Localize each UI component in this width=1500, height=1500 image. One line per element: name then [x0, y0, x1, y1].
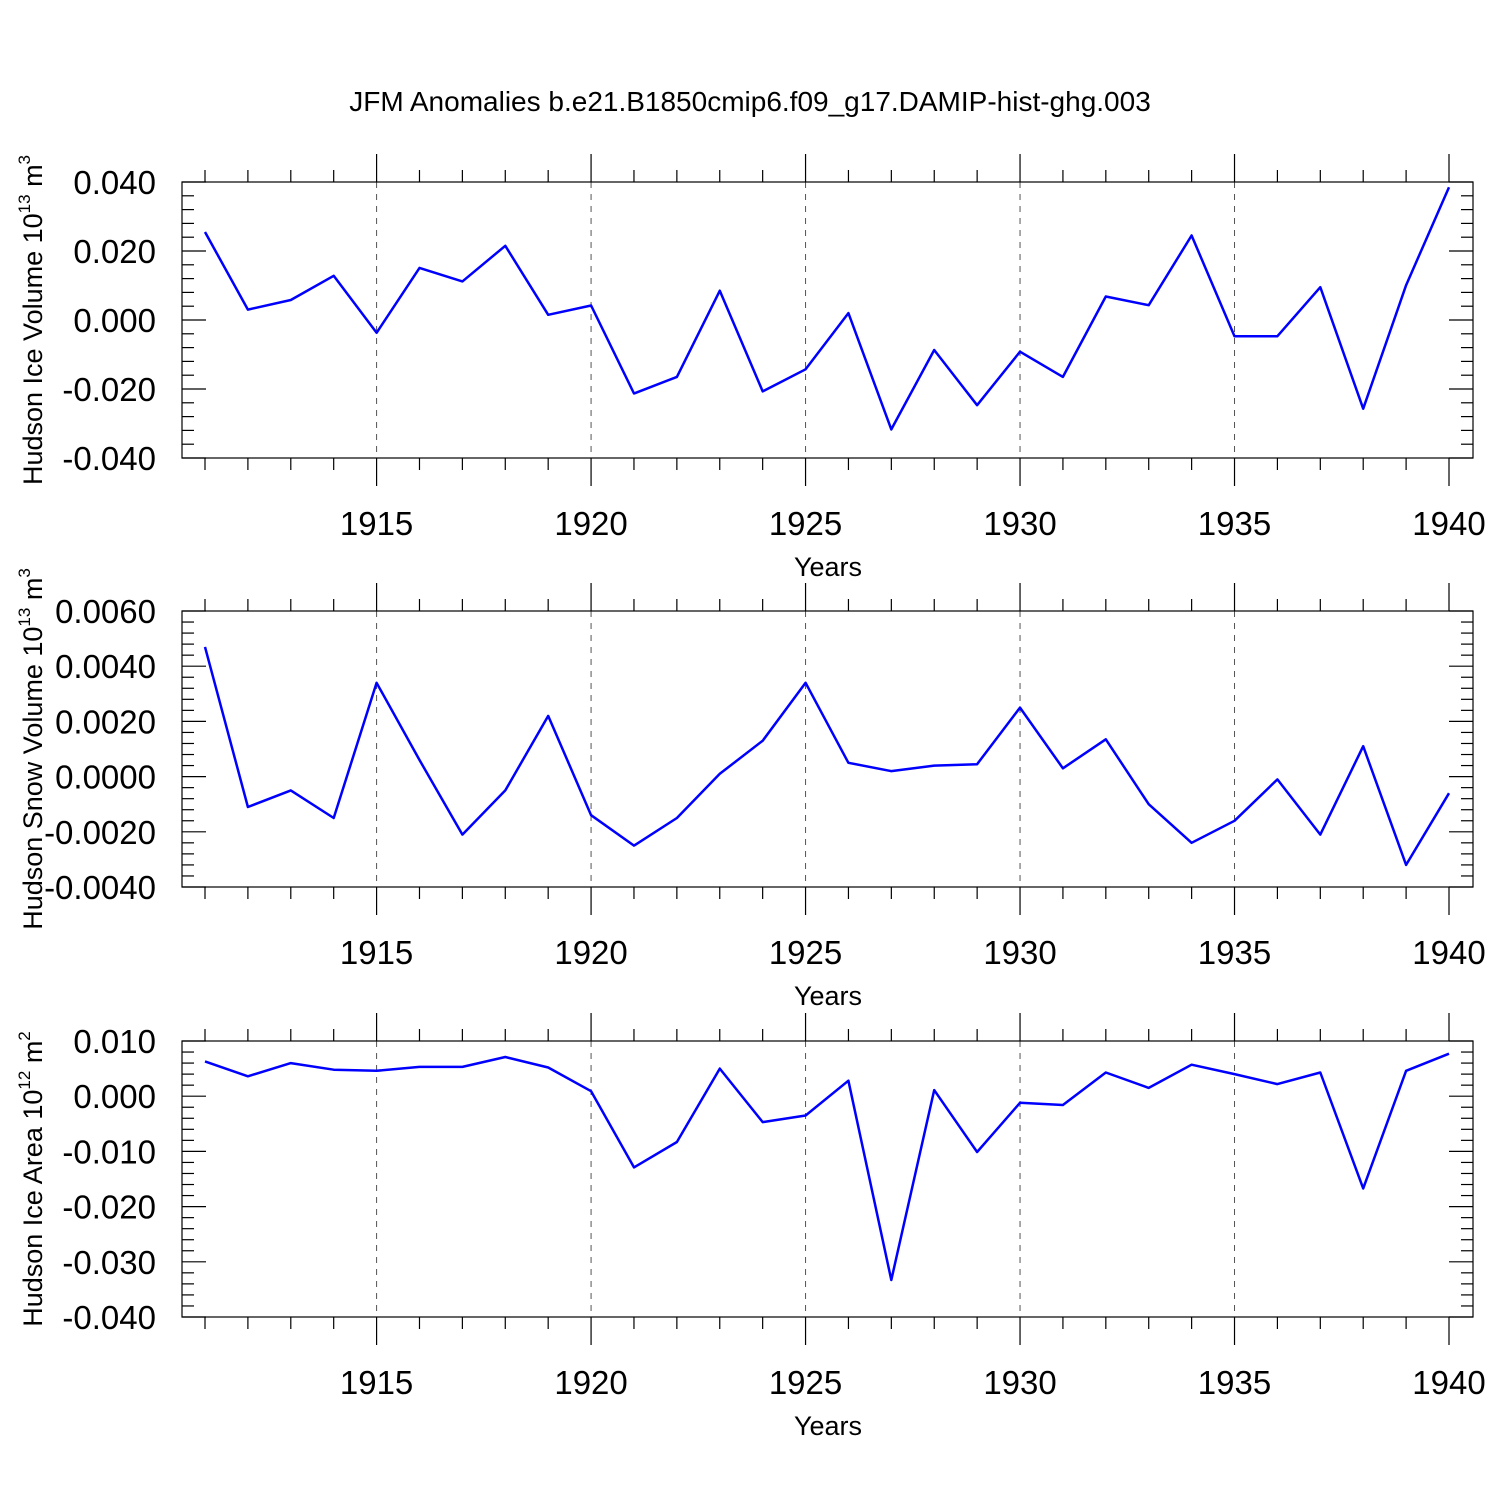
x-tick-label: 1925 — [769, 934, 842, 971]
x-tick-label: 1935 — [1198, 1364, 1271, 1401]
plot-frame — [181, 610, 1474, 888]
y-tick-label: -0.0020 — [44, 814, 156, 851]
y-tick-label: -0.020 — [62, 371, 156, 408]
x-tick-label: 1925 — [769, 1364, 842, 1401]
y-tick-label: 0.000 — [73, 1078, 156, 1115]
y-tick-label: -0.040 — [62, 1299, 156, 1336]
chart-panel-3: -0.040 -0.030 -0.020 -0.010 0.000 0.010 1915 19… — [15, 1013, 1486, 1441]
x-tick-label: 1935 — [1198, 505, 1271, 542]
y-tick-label: 0.040 — [73, 164, 156, 201]
x-axis-label: Years — [794, 1411, 862, 1441]
series-line — [204, 1052, 1450, 1282]
x-tick-label: 1930 — [983, 505, 1056, 542]
chart-panels: -0.040 -0.020 0.000 0.020 0.040 1915 1920 1925 1… — [15, 154, 1486, 1441]
y-axis-label: Hudson Snow Volume 1013 m3 — [15, 568, 48, 930]
x-axis-label: Years — [794, 981, 862, 1011]
y-tick-label: 0.010 — [73, 1023, 156, 1060]
series-line — [203, 186, 1451, 431]
figure-title: JFM Anomalies b.e21.B1850cmip6.f09_g17.D… — [349, 86, 1151, 117]
y-tick-label: 0.0000 — [55, 759, 156, 796]
plot-frame — [181, 1040, 1474, 1318]
x-tick-label: 1940 — [1412, 934, 1485, 971]
plot-frame — [181, 181, 1474, 459]
chart-panel-2: -0.0040 -0.0020 0.0000 0.0020 0.0040 0.0060 19… — [15, 568, 1486, 1011]
y-axis-label: Hudson Ice Volume 1013 m3 — [15, 155, 48, 485]
x-tick-label: 1920 — [554, 934, 627, 971]
series-line — [203, 646, 1451, 867]
x-tick-label: 1935 — [1198, 934, 1271, 971]
x-tick-label: 1925 — [769, 505, 842, 542]
y-tick-label: 0.020 — [73, 233, 156, 270]
x-tick-label: 1915 — [340, 1364, 413, 1401]
y-axis-label: Hudson Ice Area 1012 m2 — [15, 1031, 48, 1327]
x-tick-label: 1915 — [340, 505, 413, 542]
x-tick-label: 1930 — [983, 1364, 1056, 1401]
x-tick-label: 1920 — [554, 505, 627, 542]
x-axis-label: Years — [794, 552, 862, 582]
y-tick-label: 0.0040 — [55, 648, 156, 685]
y-tick-label: 0.0060 — [55, 593, 156, 630]
y-tick-label: -0.0040 — [44, 869, 156, 906]
y-tick-label: -0.030 — [62, 1244, 156, 1281]
y-tick-label: -0.010 — [62, 1133, 156, 1170]
x-tick-label: 1915 — [340, 934, 413, 971]
x-tick-label: 1920 — [554, 1364, 627, 1401]
x-tick-label: 1940 — [1412, 505, 1485, 542]
x-tick-label: 1930 — [983, 934, 1056, 971]
y-tick-label: 0.000 — [73, 302, 156, 339]
y-tick-label: 0.0020 — [55, 703, 156, 740]
y-tick-label: -0.020 — [62, 1189, 156, 1226]
chart-panel-1: -0.040 -0.020 0.000 0.020 0.040 1915 1920 1925 1… — [15, 154, 1486, 582]
y-tick-label: -0.040 — [62, 440, 156, 477]
x-tick-label: 1940 — [1412, 1364, 1485, 1401]
